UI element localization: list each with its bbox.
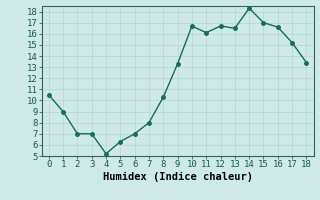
X-axis label: Humidex (Indice chaleur): Humidex (Indice chaleur) [103,172,252,182]
